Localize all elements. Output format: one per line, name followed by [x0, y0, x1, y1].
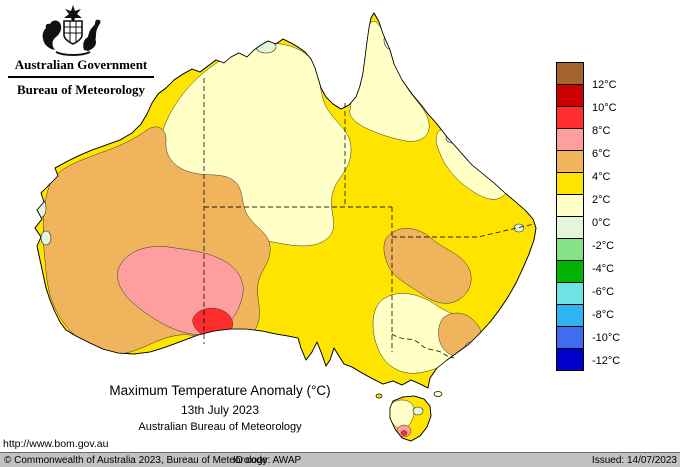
- legend-label-column: 12°C 10°C 8°C 6°C 4°C 2°C 0°C -2°C -4°C …: [592, 74, 620, 373]
- king-island: [375, 393, 383, 399]
- bureau-title: Bureau of Meteorology: [16, 82, 146, 97]
- legend-label: 0°C: [592, 217, 611, 229]
- legend-swatch: [556, 106, 584, 129]
- legend-swatch: [556, 150, 584, 173]
- tasmania-outline: [389, 395, 432, 442]
- kangaroo-icon: [42, 20, 62, 50]
- legend-swatch: [556, 304, 584, 327]
- emu-body-icon: [83, 36, 96, 51]
- map-title-block: Maximum Temperature Anomaly (°C) 13th Ju…: [40, 383, 400, 433]
- australian-government-crest-icon: [42, 5, 101, 56]
- legend-swatch: [556, 238, 584, 261]
- scroll-icon: [55, 51, 91, 56]
- legend-swatch: [556, 84, 584, 107]
- legend-label: 12°C: [592, 79, 617, 91]
- legend-label: 6°C: [592, 148, 611, 160]
- legend-swatch: [556, 194, 584, 217]
- legend-swatch: [556, 128, 584, 151]
- legend-swatch: [556, 326, 584, 349]
- legend-label: 8°C: [592, 125, 611, 137]
- flinders-island: [433, 391, 443, 397]
- temperature-anomaly-legend: 12°C 10°C 8°C 6°C 4°C 2°C 0°C -2°C -4°C …: [556, 62, 646, 392]
- legend-swatch: [556, 172, 584, 195]
- header-divider: [8, 76, 154, 78]
- bom-url-link[interactable]: http://www.bom.gov.au: [3, 438, 109, 450]
- legend-label: -2°C: [592, 240, 615, 252]
- legend-label: -10°C: [592, 332, 621, 344]
- tasmania-red-spot: [400, 430, 408, 436]
- footer-bar: © Commonwealth of Australia 2023, Bureau…: [0, 452, 680, 467]
- legend-swatch: [556, 282, 584, 305]
- legend-swatch: [556, 260, 584, 283]
- mainland-outline: [34, 12, 537, 389]
- government-title: Australian Government: [14, 57, 148, 72]
- header-block: Australian Government Bureau of Meteorol…: [4, 57, 158, 98]
- legend-swatch: [556, 62, 584, 85]
- legend-label: 2°C: [592, 194, 611, 206]
- map-source: Australian Bureau of Meteorology: [138, 421, 302, 433]
- tasmania-green-spot: [412, 406, 424, 416]
- legend-label: -4°C: [592, 263, 615, 275]
- legend-swatch-column: [556, 62, 584, 371]
- legend-label: -8°C: [592, 309, 615, 321]
- shield-pattern-icon: [64, 21, 82, 43]
- map-date: 13th July 2023: [180, 403, 260, 417]
- id-code-text: ID code: AWAP: [233, 455, 302, 466]
- commonwealth-star-icon: [64, 5, 82, 24]
- legend-swatch: [556, 348, 584, 371]
- map-title: Maximum Temperature Anomaly (°C): [109, 383, 331, 398]
- legend-label: -6°C: [592, 286, 615, 298]
- legend-label: 4°C: [592, 171, 611, 183]
- legend-label: -12°C: [592, 355, 621, 367]
- legend-label: 10°C: [592, 102, 617, 114]
- state-borders: [203, 78, 535, 359]
- issued-date-text: Issued: 14/07/2023: [591, 455, 677, 466]
- copyright-text: © Commonwealth of Australia 2023, Bureau…: [4, 455, 268, 466]
- legend-swatch: [556, 216, 584, 239]
